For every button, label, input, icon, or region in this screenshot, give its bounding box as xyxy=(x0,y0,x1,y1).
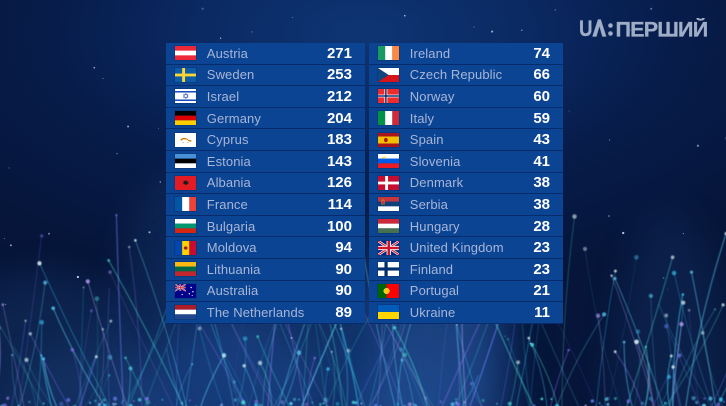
svg-text:ПЕРШИЙ: ПЕРШИЙ xyxy=(616,18,708,41)
svg-text:U: U xyxy=(579,18,593,41)
